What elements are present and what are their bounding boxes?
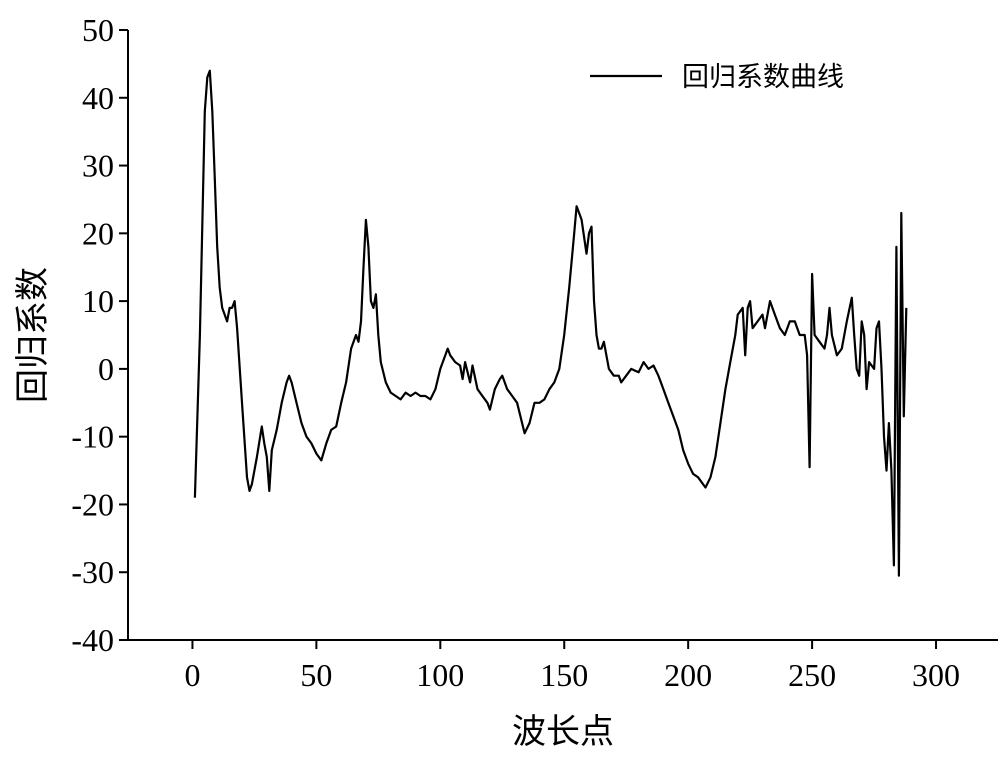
- x-axis-label: 波长点: [512, 713, 614, 751]
- x-tick-label: 0: [184, 657, 200, 693]
- y-tick-label: 50: [82, 12, 114, 48]
- x-tick-label: 300: [912, 657, 960, 693]
- y-tick-label: 20: [82, 215, 114, 251]
- x-tick-label: 50: [300, 657, 332, 693]
- y-tick-label: -40: [71, 622, 114, 658]
- x-tick-label: 150: [540, 657, 588, 693]
- y-tick-label: 10: [82, 283, 114, 319]
- legend-label: 回归系数曲线: [682, 62, 844, 92]
- x-tick-label: 100: [416, 657, 464, 693]
- y-tick-label: 30: [82, 148, 114, 184]
- data-line: [193, 69, 908, 577]
- y-axis-label: 回归系数: [14, 267, 52, 403]
- y-tick-label: 0: [98, 351, 114, 387]
- y-tick-label: -30: [71, 554, 114, 590]
- x-tick-label: 250: [788, 657, 836, 693]
- y-tick-label: -10: [71, 419, 114, 455]
- y-tick-label: -20: [71, 486, 114, 522]
- y-tick-label: 40: [82, 80, 114, 116]
- x-tick-label: 200: [664, 657, 712, 693]
